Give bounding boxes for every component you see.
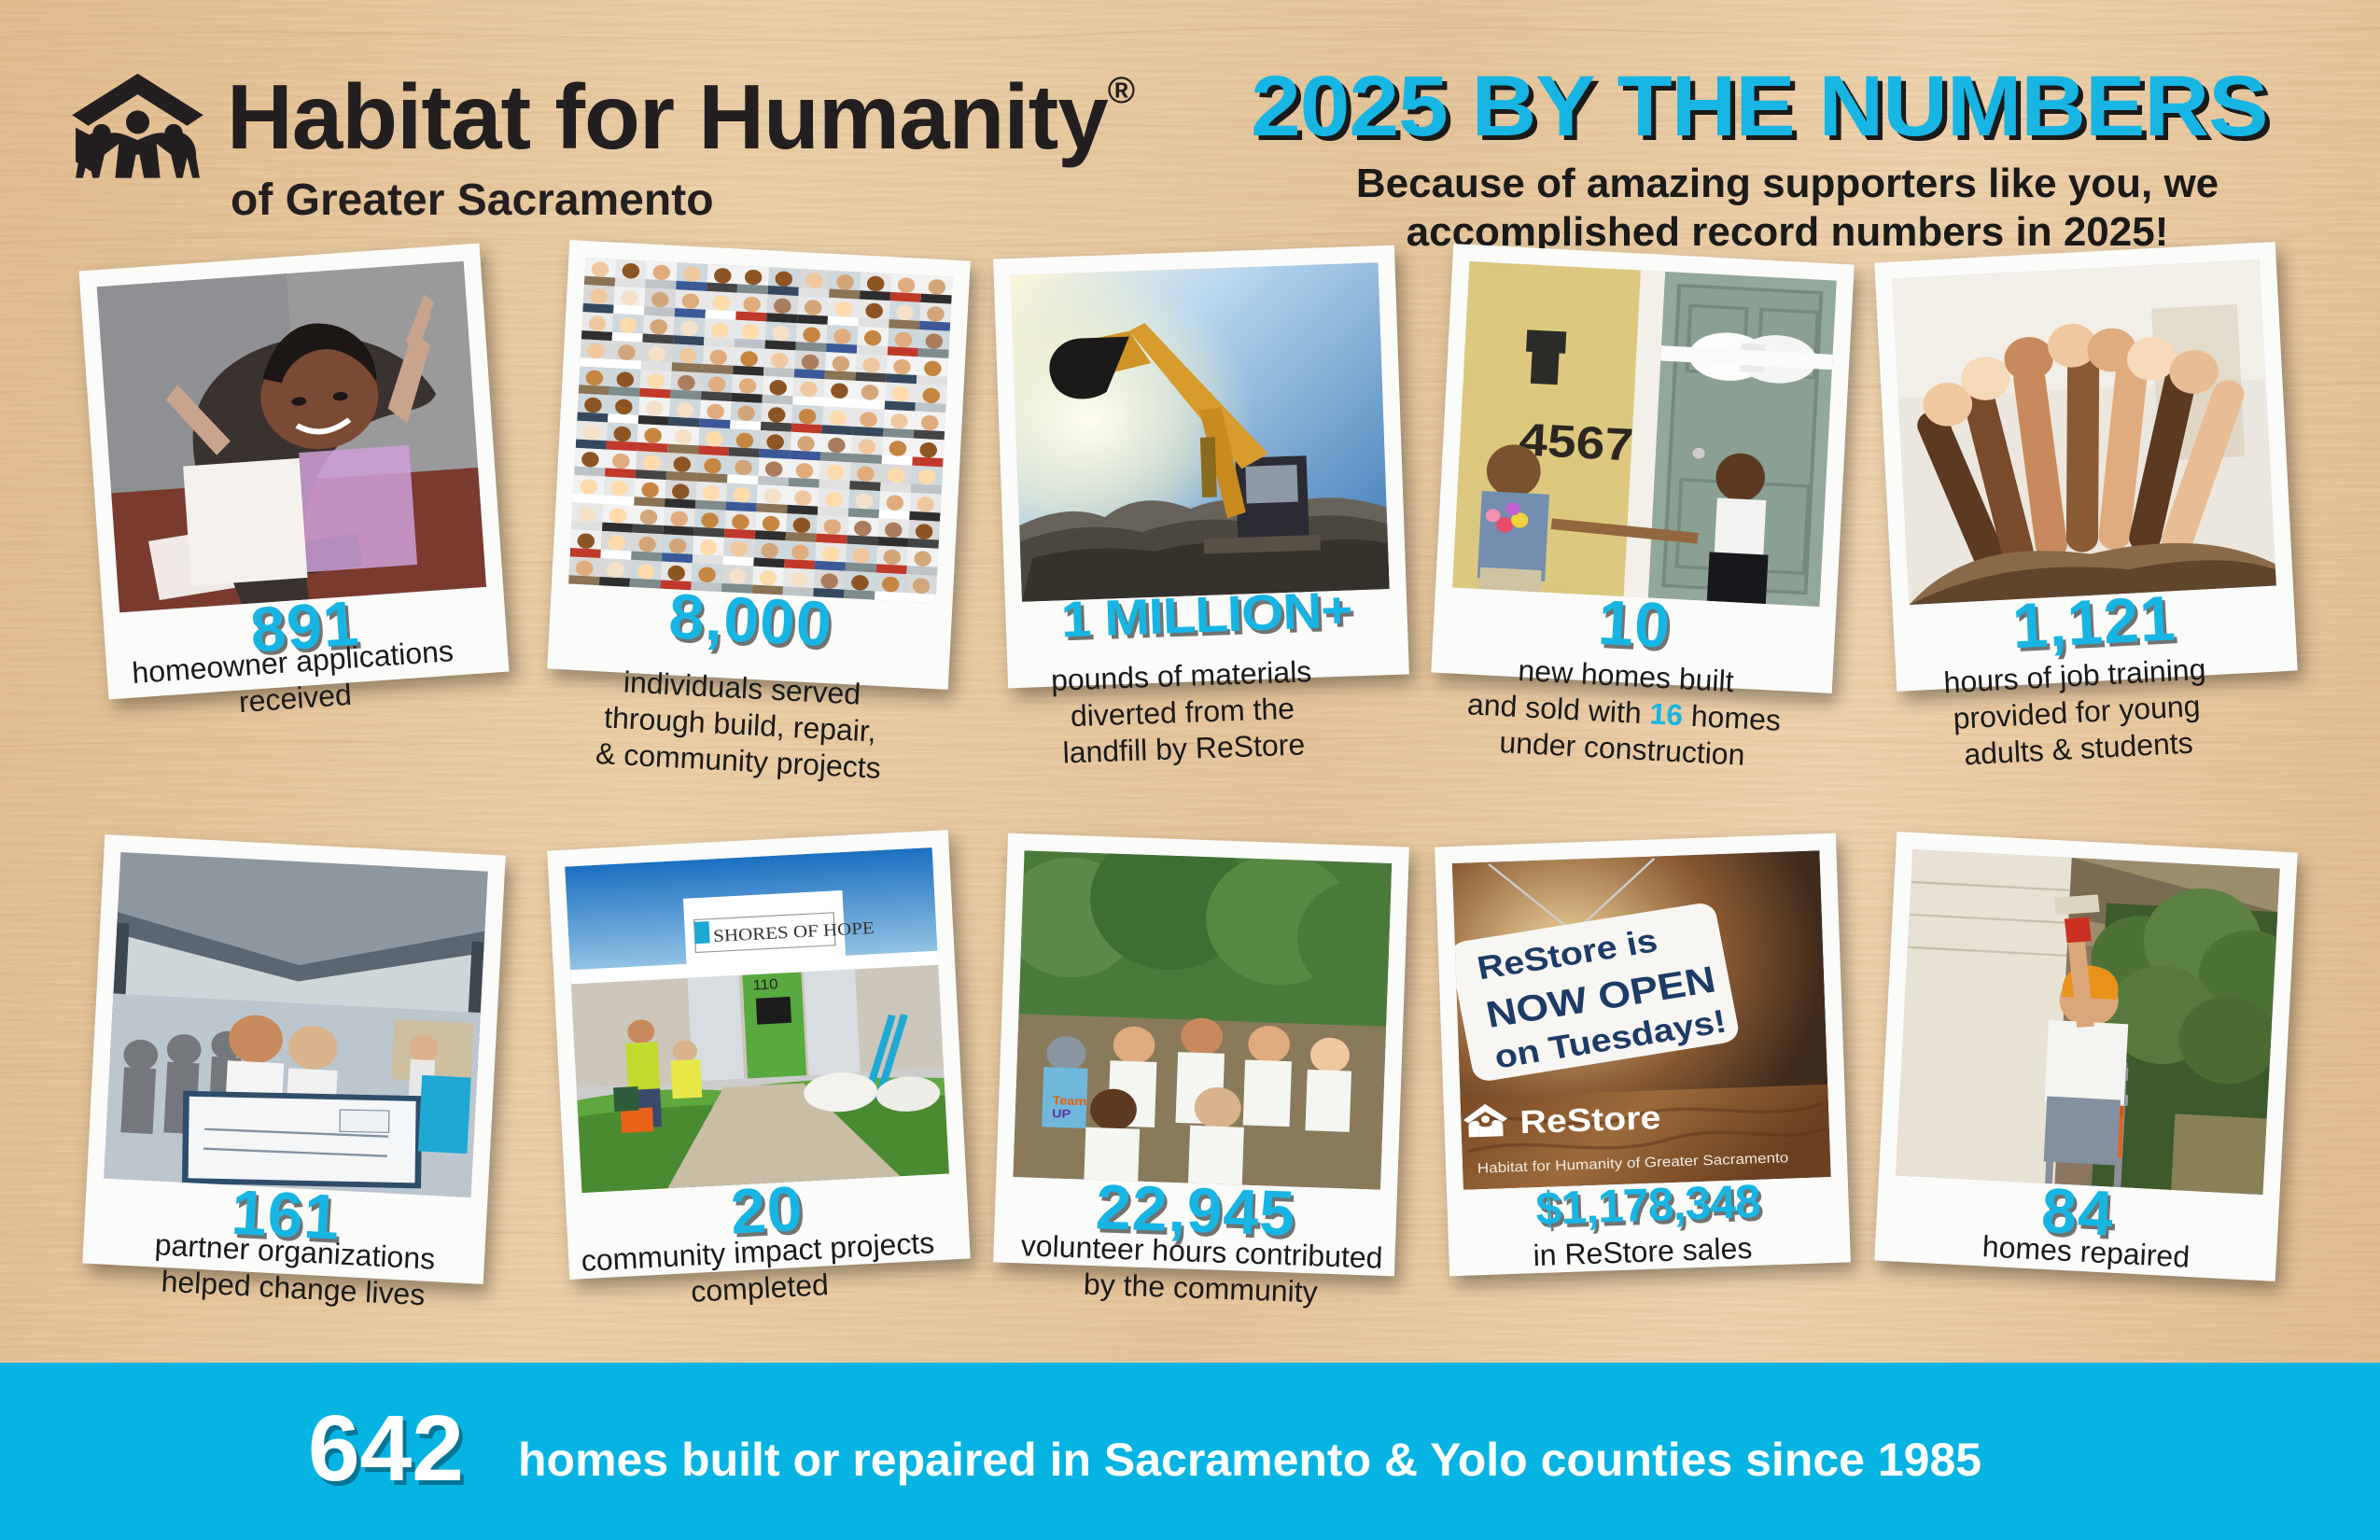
svg-text:110: 110	[752, 976, 778, 993]
svg-text:Team: Team	[1052, 1094, 1086, 1108]
svg-text:UP: UP	[1052, 1107, 1071, 1121]
svg-text:ReStore: ReStore	[1519, 1099, 1661, 1141]
